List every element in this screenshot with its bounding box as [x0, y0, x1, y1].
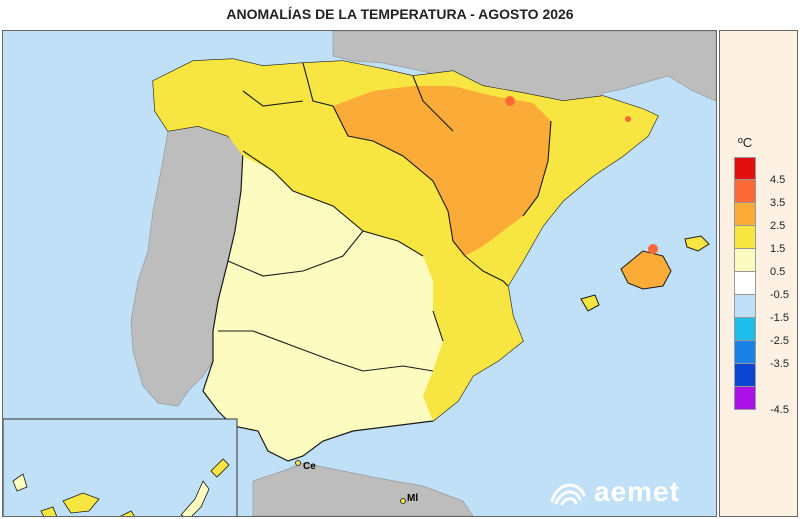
legend-color-bar	[734, 157, 756, 410]
legend-tick-label: -3.5	[770, 358, 789, 370]
legend-swatch	[734, 295, 756, 318]
legend-swatch	[734, 180, 756, 203]
legend-tick-label: -0.5	[770, 289, 789, 301]
legend-tick-label: -2.5	[770, 335, 789, 347]
legend-tick-label: 2.5	[770, 220, 786, 232]
ceuta-marker	[295, 460, 301, 466]
legend-swatch	[734, 272, 756, 295]
legend-tick-label: -1.5	[770, 312, 789, 324]
legend-panel: ºC 4.5 3.5 2.5 1.5 0.5 -0.5 -1.5 -2.5 -3.5 -4.5	[719, 30, 798, 517]
melilla-label: Ml	[407, 493, 419, 504]
legend-tick-label: 0.5	[770, 266, 786, 278]
anomaly-map: Ce Ml aemet	[2, 30, 717, 517]
legend-swatch	[734, 226, 756, 249]
legend-unit: ºC	[738, 135, 753, 150]
legend-swatch	[734, 249, 756, 272]
hotspot-pyrenees	[505, 96, 515, 106]
canary-inset	[3, 418, 238, 516]
morocco-land	[252, 462, 474, 516]
ceuta-label: Ce	[303, 461, 316, 472]
aemet-logo: aemet	[548, 476, 680, 508]
map-title: ANOMALÍAS DE LA TEMPERATURA - AGOSTO 202…	[226, 6, 574, 22]
melilla-marker	[400, 498, 406, 504]
legend-tick-label: 3.5	[770, 197, 786, 209]
map-svg	[3, 31, 716, 516]
legend-swatch	[734, 364, 756, 387]
mallorca	[620, 250, 672, 290]
menorca	[684, 235, 710, 252]
ibiza	[580, 294, 600, 312]
anomaly-2-5-region	[333, 86, 551, 256]
aemet-logo-text: aemet	[594, 476, 680, 507]
legend-swatch	[734, 203, 756, 226]
legend-tick-label: 4.5	[770, 174, 786, 186]
aemet-swirl-icon	[550, 483, 586, 506]
legend-swatch	[734, 318, 756, 341]
legend-tick-label: 1.5	[770, 243, 786, 255]
hotspot-mallorca	[648, 244, 658, 254]
region-borders	[218, 62, 552, 372]
legend-swatch	[734, 157, 756, 180]
legend-swatch	[734, 341, 756, 364]
legend-swatch	[734, 387, 756, 410]
legend-tick-label: -4.5	[770, 404, 789, 416]
hotspot-girona	[625, 116, 631, 122]
